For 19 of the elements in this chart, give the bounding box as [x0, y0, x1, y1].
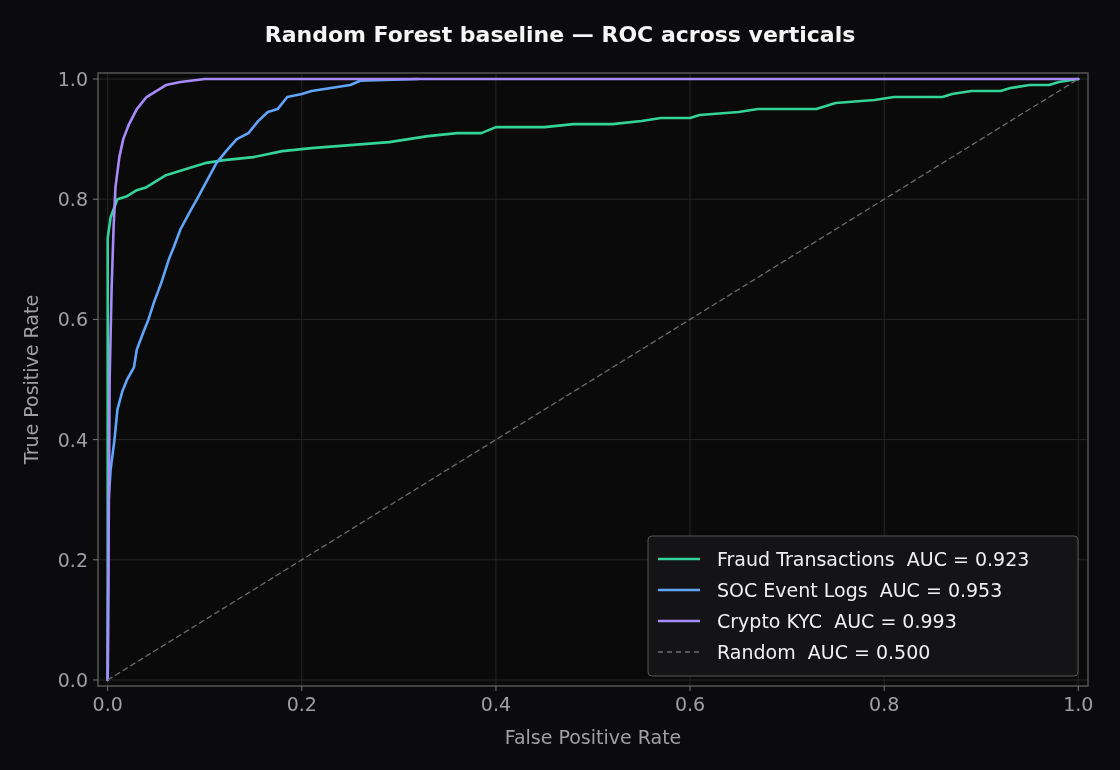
x-axis-title: False Positive Rate — [504, 726, 682, 748]
x-tick-label: 0.0 — [92, 693, 123, 715]
legend-label: SOC Event Logs AUC = 0.953 — [717, 579, 1003, 601]
x-tick-label: 0.4 — [480, 693, 512, 715]
y-tick-label: 0.6 — [57, 308, 88, 331]
y-axis-title: True Positive Rate — [20, 294, 42, 466]
legend-label: Random AUC = 0.500 — [717, 641, 931, 663]
x-tick-label: 0.6 — [674, 693, 706, 715]
y-tick-label: 0.8 — [57, 188, 88, 211]
y-tick-label: 0.0 — [57, 668, 88, 691]
x-tick-label: 0.2 — [286, 693, 317, 715]
legend-label: Crypto KYC AUC = 0.993 — [717, 610, 957, 632]
chart-title: Random Forest baseline — ROC across verticals — [264, 22, 856, 47]
legend-label: Fraud Transactions AUC = 0.923 — [717, 548, 1030, 570]
y-tick-label: 0.4 — [57, 428, 88, 451]
y-tick-label: 1.0 — [57, 68, 88, 91]
x-tick-label: 0.8 — [869, 693, 900, 715]
x-tick-label: 1.0 — [1063, 693, 1094, 715]
y-tick-label: 0.2 — [57, 548, 88, 571]
